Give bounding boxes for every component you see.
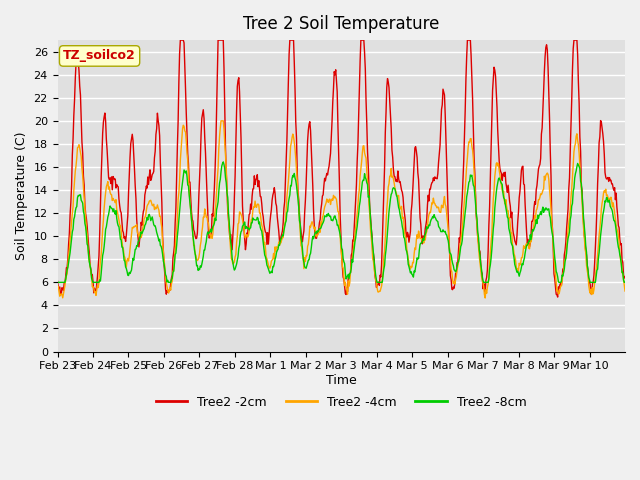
Legend: Tree2 -2cm, Tree2 -4cm, Tree2 -8cm: Tree2 -2cm, Tree2 -4cm, Tree2 -8cm: [151, 391, 531, 414]
Title: Tree 2 Soil Temperature: Tree 2 Soil Temperature: [243, 15, 440, 33]
X-axis label: Time: Time: [326, 374, 356, 387]
Y-axis label: Soil Temperature (C): Soil Temperature (C): [15, 132, 28, 260]
Text: TZ_soilco2: TZ_soilco2: [63, 49, 136, 62]
